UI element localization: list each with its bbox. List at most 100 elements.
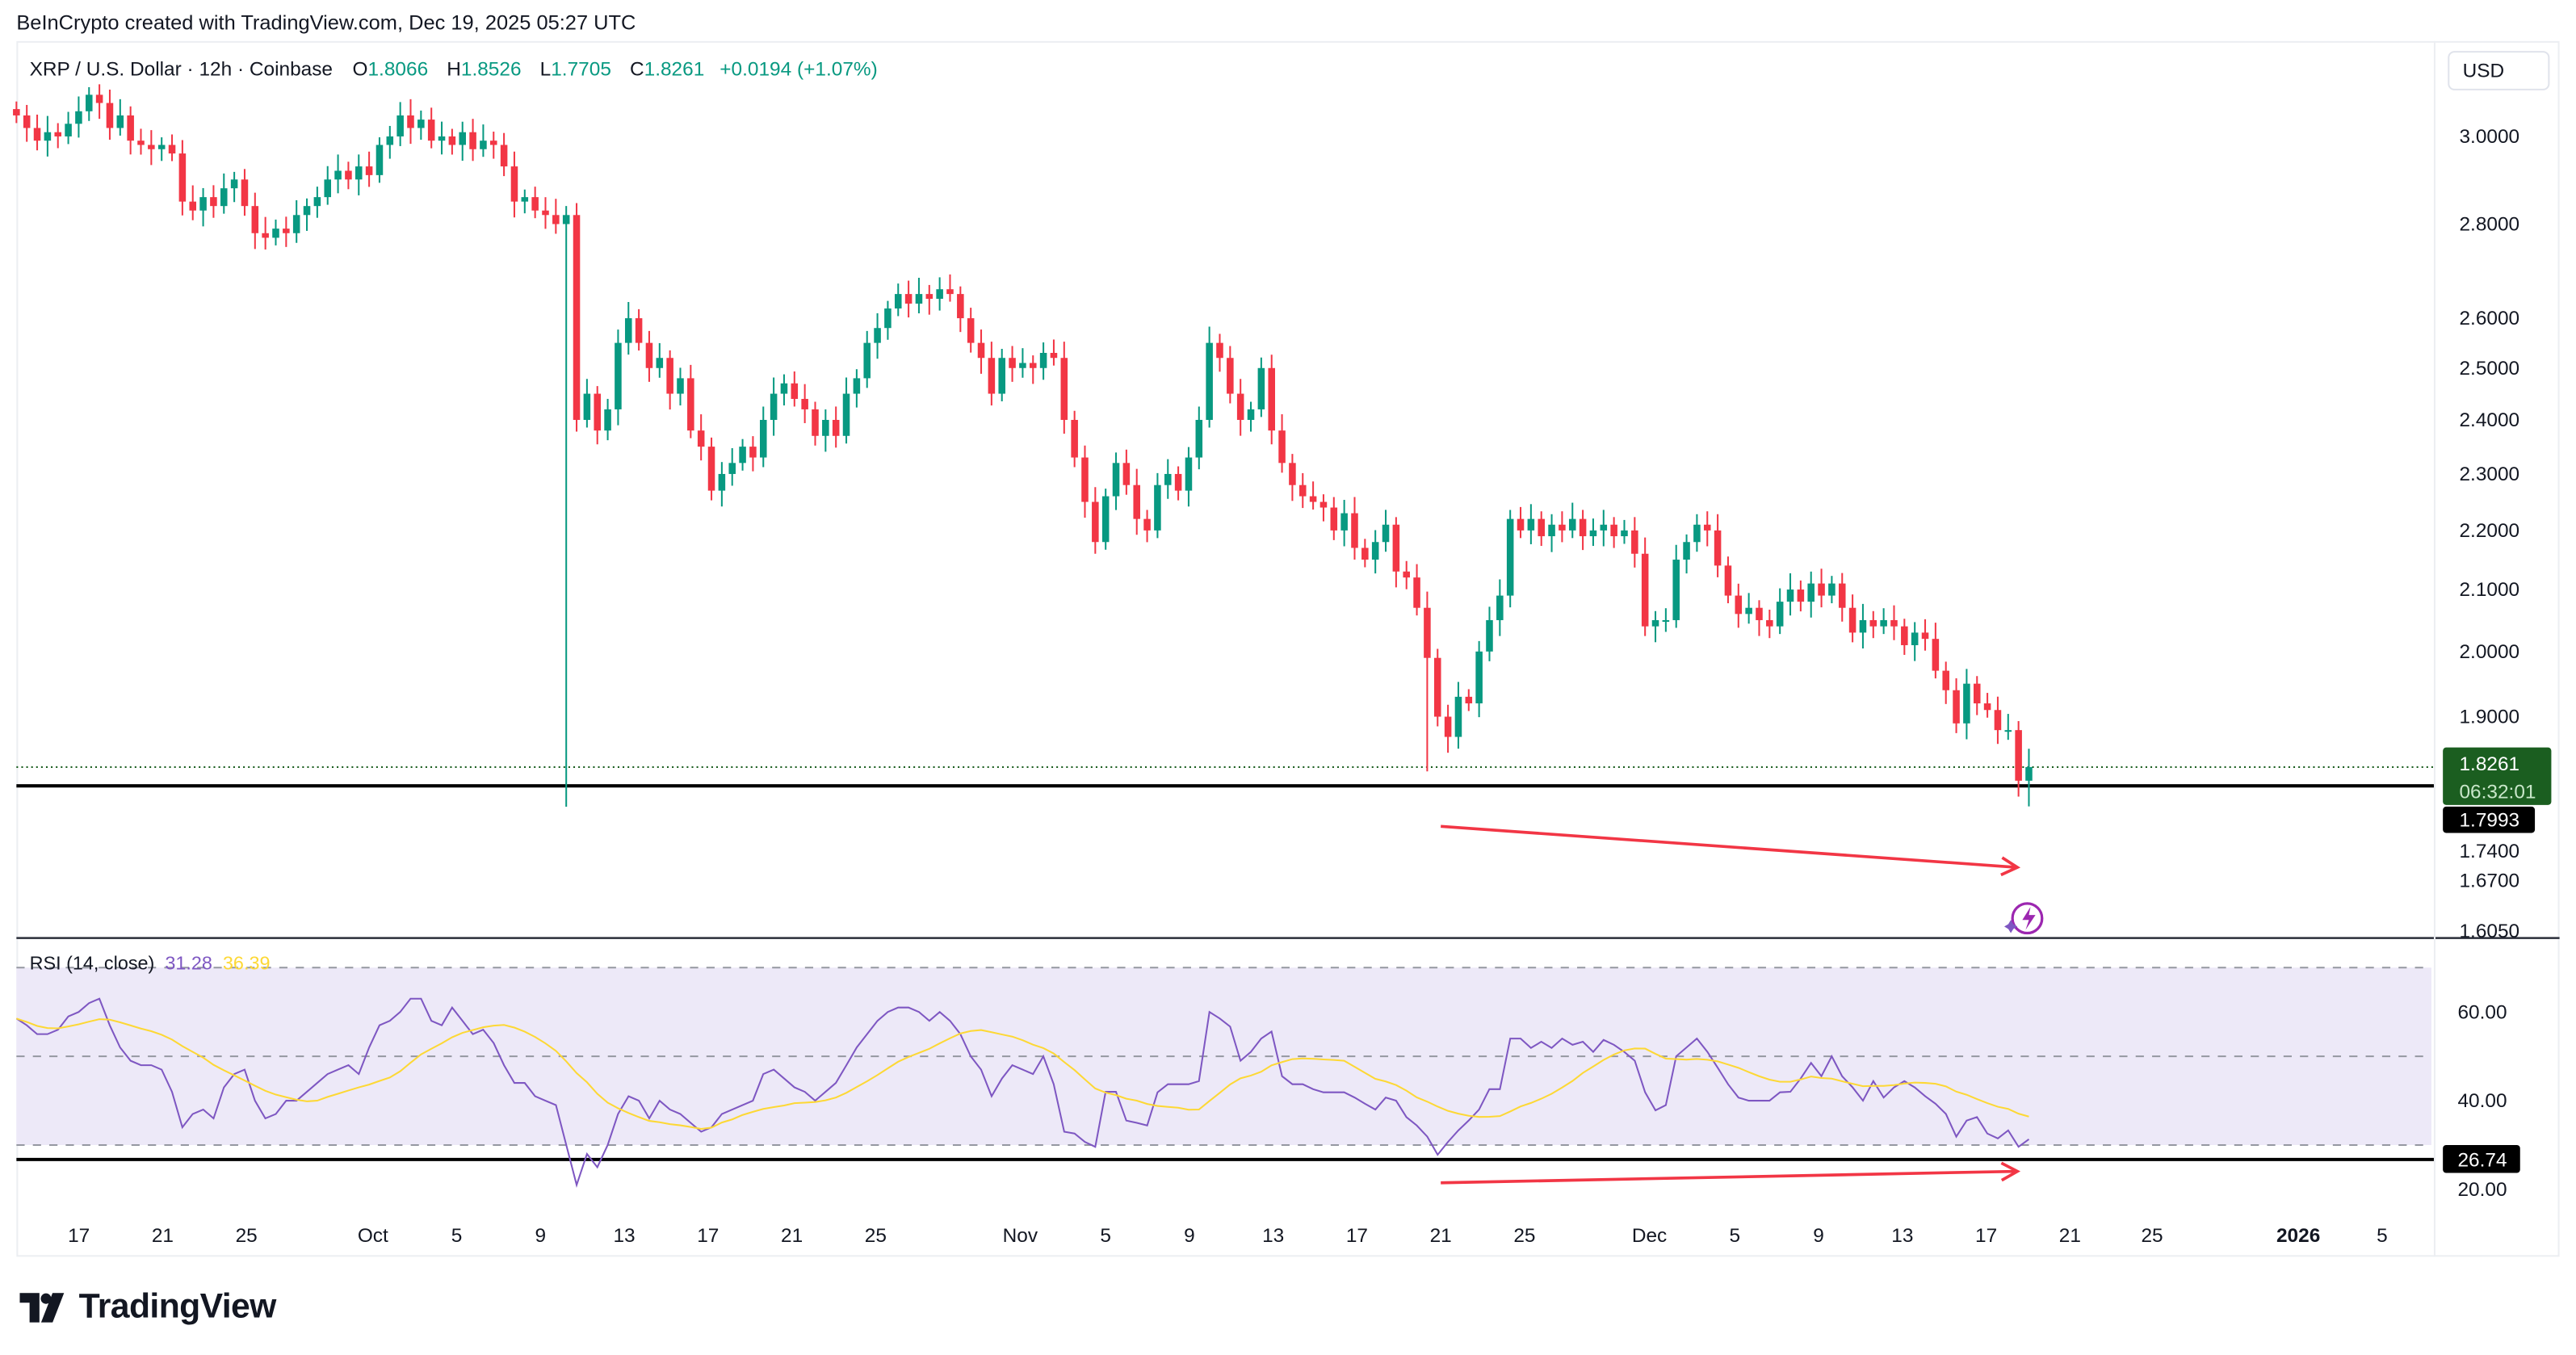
symbol-title[interactable]: XRP / U.S. Dollar · 12h · Coinbase [29,57,334,81]
time-axis-label: 25 [2141,1225,2163,1247]
candle-body [1807,583,1815,602]
time-axis-label: 5 [451,1225,463,1247]
candle-body [489,141,497,145]
candle-body [1092,501,1099,543]
candle-body [1433,657,1441,717]
candle-body [1559,524,1566,531]
candle-body [13,109,20,115]
price-divergence-arrow-head [2000,856,2021,877]
candle-body [251,206,259,233]
candle-body [334,170,342,180]
current-price-label: 1.8261 [2459,753,2519,775]
candle-body [863,342,871,379]
candle-body [1890,619,1898,627]
candle-body [521,197,529,202]
candle-body [1724,565,1732,596]
candle-body [303,206,311,216]
candle-body [1786,589,1794,602]
candle-body [562,215,570,224]
price-tick-label: 1.6700 [2459,870,2519,892]
tradingview-logo[interactable]: TradingView [19,1288,276,1328]
candle-body [687,378,694,431]
candle-body [594,393,601,431]
candle-body [1195,419,1203,458]
candle-body [386,136,394,145]
support-price-label: 1.7993 [2459,809,2519,831]
candle-body [1496,595,1504,620]
low-label: L [539,57,552,81]
time-axis-label: 5 [1100,1225,1111,1247]
price-tick-label: 2.0000 [2459,641,2519,663]
price-tick-label: 2.3000 [2459,464,2519,485]
candle-body [469,132,476,149]
tradingview-logo-icon [19,1293,65,1323]
candle-body [65,124,72,136]
candle-body [1257,367,1265,409]
attribution-text: BeInCrypto created with TradingView.com,… [16,11,636,35]
candle-body [842,393,850,436]
price-tick-label: 1.6050 [2459,921,2519,942]
candle-body [1600,524,1608,531]
candle-body [1994,710,2002,731]
candle-body [822,419,829,436]
candle-body [283,229,290,233]
candle-body [1413,577,1420,608]
candle-body [1298,485,1307,497]
candle-body [1797,589,1805,602]
support-price-badge [2443,806,2536,833]
candle-body [1859,619,1867,633]
candle-body [749,447,757,458]
candle-body [1009,358,1016,368]
candle-body [604,409,611,431]
time-axis-label: 5 [1730,1225,1741,1247]
candle-body [1039,353,1047,368]
currency-button[interactable]: USD [2448,51,2550,90]
open-value: 1.8066 [367,57,429,81]
time-axis-label: 21 [152,1225,174,1247]
candle-body [1081,457,1089,502]
lightning-icon[interactable] [2003,902,2044,935]
rsi-title[interactable]: RSI (14, close) [29,954,155,975]
candle-body [1568,518,1576,531]
candle-body [23,115,31,128]
candle-body [448,136,456,145]
candle-body [967,318,975,343]
rsi-legend: RSI (14, close) 31.28 36.39 [30,954,271,974]
candle-body [1942,670,1949,690]
time-axis-label: 2026 [2276,1225,2320,1247]
rsi-level-badge [2443,1144,2520,1173]
candle-body [1216,342,1223,359]
candle-body [915,294,923,304]
candle-body [1745,607,1752,615]
chart-panel[interactable] [16,40,2560,1257]
candle-body [241,179,249,207]
candle-body [1101,496,1110,543]
price-tick-label: 2.4000 [2459,409,2519,431]
candle-body [2004,730,2012,732]
time-axis-label: 17 [1975,1225,1997,1247]
candle-body [531,197,539,211]
high-label: H [447,57,461,81]
candle-body [1289,463,1296,485]
candle-body [230,179,238,189]
time-axis-label: 21 [2059,1225,2081,1247]
candle-body [1392,524,1400,572]
candle-body [137,141,145,145]
candle-body [127,115,134,141]
time-axis-label: 25 [236,1225,258,1247]
candle-body [510,166,518,202]
time-axis-label: 5 [2377,1225,2388,1247]
candle-body [54,132,62,136]
price-tick-label: 2.6000 [2459,308,2519,329]
candle-body [1465,696,1473,704]
time-axis-label: 17 [697,1225,719,1247]
candle-body [666,358,673,394]
candle-body [33,128,41,141]
candle-body [407,115,414,128]
rsi-divergence-arrow [1441,1169,2018,1185]
candle-body [1371,542,1379,560]
candle-body [770,393,778,420]
time-axis-label: 9 [1184,1225,1195,1247]
candle-body [1506,518,1514,596]
